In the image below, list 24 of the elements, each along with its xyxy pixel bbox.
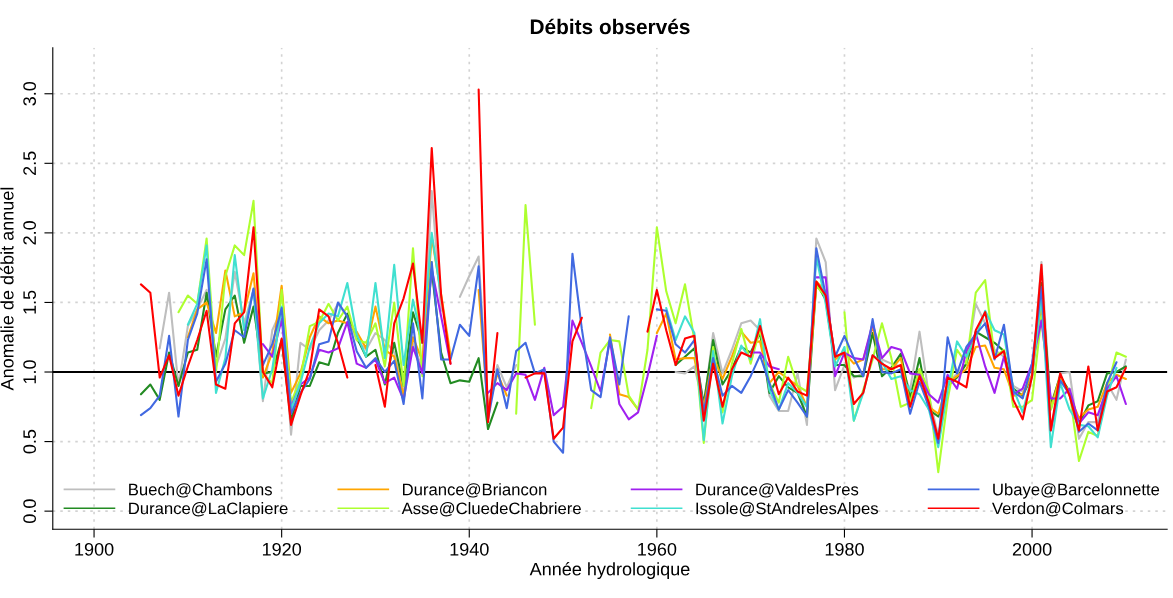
legend-label: Durance@LaClapiere — [129, 502, 288, 518]
legend-label: Verdon@Colmars — [992, 502, 1124, 517]
y-tick-label: 0.5 — [23, 429, 37, 454]
legend-label: Asse@CluedeChabriere — [401, 502, 581, 517]
x-tick-label: 1980 — [825, 542, 864, 556]
y-axis-title: Anomalie de débit annuel — [0, 187, 14, 391]
legend-label: Durance@Briancon — [403, 483, 547, 498]
x-tick-label: 1920 — [262, 542, 302, 556]
legend-label: Buech@Chambons — [129, 483, 272, 498]
y-tick-label: 0.0 — [23, 499, 37, 523]
legend-label: Issole@StAndrelesAlpes — [696, 502, 878, 518]
x-tick-label: 1940 — [450, 542, 489, 556]
y-tick-label: 1.5 — [23, 290, 37, 314]
x-axis-title: Année hydrologique — [529, 562, 690, 580]
y-tick-label: 2.5 — [23, 151, 37, 175]
x-tick-label: 1960 — [638, 542, 677, 556]
legend-label: Ubaye@Barcelonnette — [993, 483, 1160, 499]
y-tick-label: 3.0 — [23, 81, 37, 106]
chart-title: Débits observés — [530, 18, 690, 35]
y-tick-label: 1.0 — [23, 360, 37, 384]
y-tick-label: 2.0 — [23, 221, 37, 245]
x-tick-label: 1900 — [75, 542, 114, 556]
legend-label: Durance@ValdesPres — [696, 483, 859, 498]
x-tick-label: 2000 — [1012, 542, 1052, 556]
